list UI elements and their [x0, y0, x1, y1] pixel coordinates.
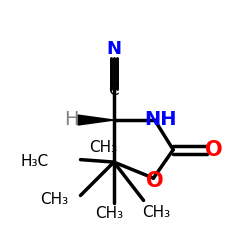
Text: C: C — [108, 83, 119, 98]
Text: H₃C: H₃C — [21, 154, 49, 169]
Text: N: N — [106, 40, 122, 58]
Text: H: H — [64, 110, 79, 129]
Text: O: O — [205, 140, 222, 160]
Text: CH₃: CH₃ — [95, 206, 123, 222]
Text: CH₃: CH₃ — [40, 192, 68, 207]
Text: O: O — [146, 171, 164, 191]
Text: CH₃: CH₃ — [89, 140, 117, 155]
Text: NH: NH — [144, 110, 177, 128]
Text: CH₃: CH₃ — [142, 204, 170, 220]
Polygon shape — [78, 115, 114, 125]
